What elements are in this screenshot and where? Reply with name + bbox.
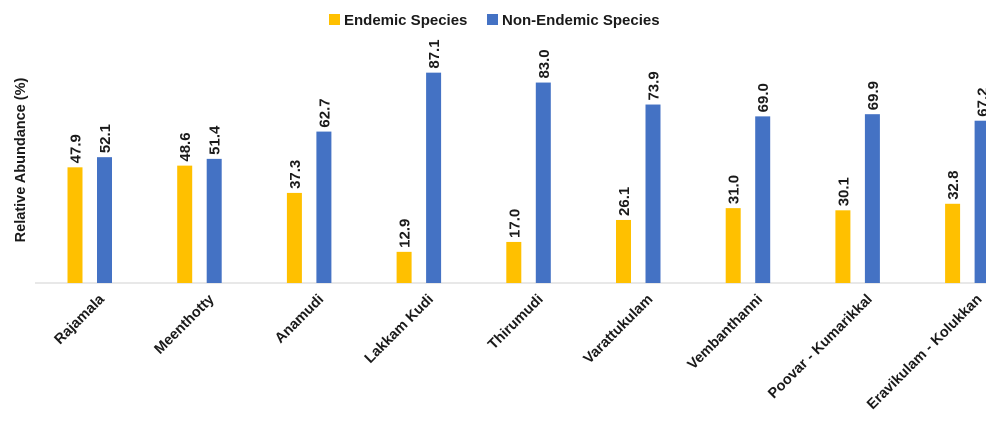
category-labels-group: Rajamala Meenthotty Anamudi Lakkam Kudi Thir… — [51, 291, 985, 413]
bar-endemic — [286, 192, 302, 283]
y-axis-label: Relative Abundance (%) — [13, 78, 29, 243]
legend: Endemic Species Non-Endemic Species — [329, 12, 660, 29]
bar-endemic — [396, 251, 412, 283]
bar-endemic — [945, 203, 961, 283]
value-label-non-endemic: 83.0 — [536, 49, 553, 78]
bar-endemic — [177, 165, 193, 283]
category-label: Thirumudi — [485, 292, 546, 353]
category-label: Vembanthanni — [685, 292, 766, 373]
value-label-endemic: 47.9 — [68, 134, 85, 163]
bar-endemic — [725, 208, 741, 283]
bar-non-endemic — [535, 82, 551, 284]
value-label-endemic: 30.1 — [835, 177, 852, 206]
value-label-endemic: 31.0 — [726, 175, 743, 204]
value-label-non-endemic: 69.0 — [755, 83, 772, 112]
bar-non-endemic — [97, 157, 112, 283]
bar-non-endemic — [645, 104, 661, 284]
bar-non-endemic — [316, 131, 332, 283]
value-label-non-endemic: 62.7 — [316, 98, 333, 127]
category-label: Eravikulam - Kolukkan — [864, 292, 985, 413]
value-labels-group: 47.9 52.1 48.6 51.4 37.3 62.7 12.9 87.1 17.0 83.0… — [68, 39, 986, 247]
value-label-non-endemic: 73.9 — [646, 71, 663, 100]
bar-endemic — [616, 219, 631, 283]
value-label-non-endemic: 67.2 — [975, 88, 986, 117]
category-label: Varattukulam — [581, 292, 657, 368]
bar-endemic — [835, 210, 851, 283]
legend-label-non-endemic: Non-Endemic Species — [502, 12, 660, 29]
category-label: Lakkam Kudi — [362, 292, 437, 367]
bar-endemic — [506, 241, 522, 283]
legend-swatch-non-endemic — [487, 14, 498, 25]
value-label-non-endemic: 52.1 — [97, 124, 114, 153]
bar-non-endemic — [755, 116, 771, 284]
value-label-endemic: 17.0 — [506, 209, 523, 238]
value-label-non-endemic: 69.9 — [865, 81, 882, 110]
bar-non-endemic — [864, 114, 880, 283]
value-label-endemic: 12.9 — [397, 219, 414, 248]
value-label-non-endemic: 87.1 — [426, 39, 443, 68]
category-label: Poovar - Kumarikkal — [765, 292, 875, 402]
bar-non-endemic — [426, 72, 442, 283]
category-label: Anamudi — [272, 292, 327, 347]
legend-label-endemic: Endemic Species — [344, 12, 467, 29]
bar-endemic — [67, 167, 83, 283]
legend-swatch-endemic — [329, 14, 340, 25]
bar-non-endemic — [206, 158, 222, 283]
bar-non-endemic — [974, 120, 986, 283]
value-label-endemic: 37.3 — [287, 160, 304, 189]
value-label-endemic: 32.8 — [945, 171, 962, 200]
category-label: Meenthotty — [152, 292, 218, 358]
category-label: Rajamala — [51, 291, 108, 348]
value-label-non-endemic: 51.4 — [207, 125, 224, 155]
value-label-endemic: 26.1 — [616, 187, 633, 216]
value-label-endemic: 48.6 — [177, 132, 194, 161]
bars-group — [67, 72, 986, 284]
